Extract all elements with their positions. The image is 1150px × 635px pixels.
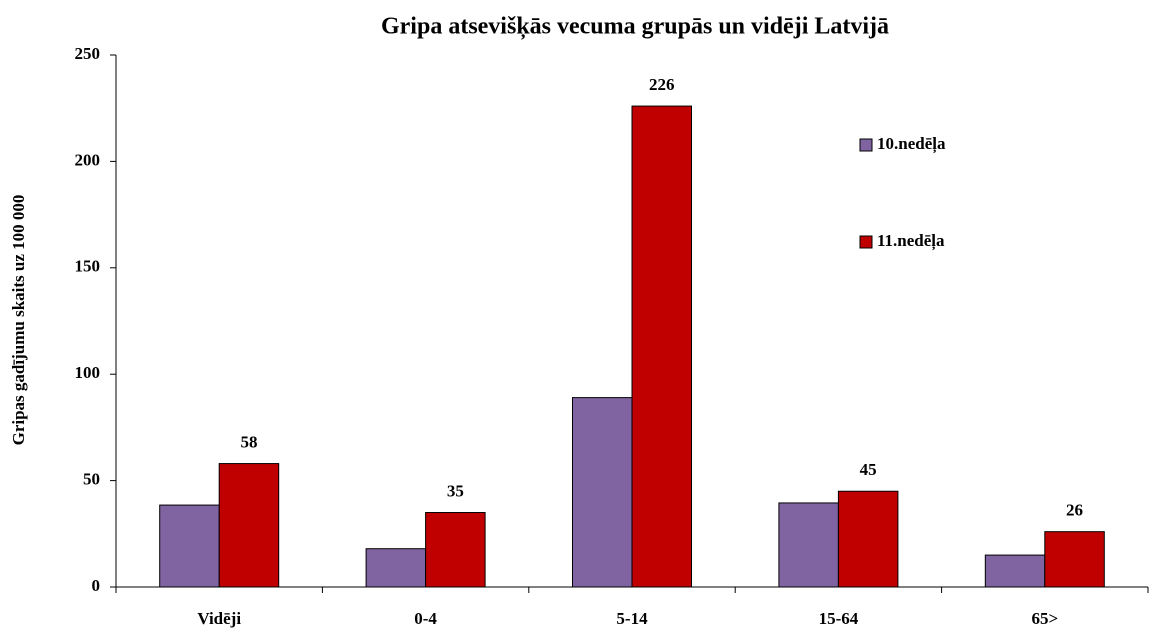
- legend-label: 11.nedēļa: [877, 231, 945, 251]
- bar: [984, 554, 1046, 588]
- x-tick-label: 65>: [1031, 609, 1058, 628]
- y-tick-label: 100: [75, 363, 101, 382]
- legend-label: 10.nedēļa: [877, 134, 946, 154]
- y-tick-label: 250: [75, 44, 101, 63]
- y-tick-label: 50: [83, 470, 100, 489]
- legend-swatch: [859, 138, 873, 152]
- y-tick-label: 200: [75, 150, 101, 169]
- data-label: 35: [447, 481, 464, 500]
- chart-title: Gripa atsevišķās vecuma grupās un vidēji…: [381, 14, 889, 41]
- bar: [837, 490, 899, 588]
- bar: [365, 548, 427, 588]
- x-tick-label: 0-4: [414, 609, 437, 628]
- x-tick-label: 15-64: [819, 609, 859, 628]
- legend-swatch: [859, 235, 873, 249]
- data-label: 58: [240, 432, 257, 451]
- data-label: 45: [860, 460, 877, 479]
- bar: [218, 463, 280, 588]
- bar: [572, 397, 633, 588]
- y-axis-label: Gripas gadījumu skaits uz 100 000: [9, 195, 28, 446]
- y-tick-label: 0: [92, 576, 101, 595]
- x-tick-label: 5-14: [616, 609, 648, 628]
- x-tick-label: Vidēji: [197, 609, 241, 628]
- bar: [631, 105, 692, 588]
- data-label: 226: [649, 75, 675, 94]
- bar: [778, 502, 839, 588]
- bar: [159, 504, 220, 588]
- y-tick-label: 150: [75, 257, 101, 276]
- bar: [425, 512, 486, 588]
- bar: [1044, 531, 1105, 588]
- data-label: 26: [1066, 501, 1083, 520]
